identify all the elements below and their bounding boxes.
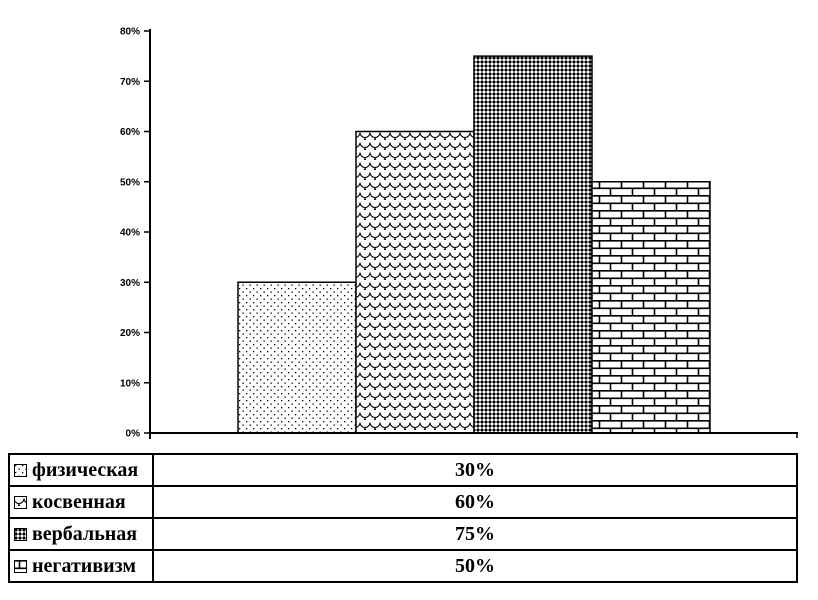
legend-label: физическая [32, 458, 139, 481]
legend-label-cell: косвенная [8, 485, 154, 519]
y-axis-tick-label: 30% [120, 278, 140, 289]
legend-row: негативизм 50% [8, 549, 798, 583]
legend-value: 30% [152, 453, 798, 487]
swatch-bricks-icon [14, 559, 27, 573]
legend-label: негативизм [32, 554, 137, 577]
y-axis-tick-label: 0% [126, 429, 141, 440]
chart-bar [591, 181, 711, 434]
legend-label: косвенная [32, 490, 126, 513]
legend-value: 50% [152, 549, 798, 583]
y-axis-tick-label: 80% [120, 27, 140, 38]
swatch-diamonds-icon [14, 527, 27, 541]
legend-value: 75% [152, 517, 798, 551]
y-axis-tick-label: 10% [120, 378, 140, 389]
legend-row: физическая 30% [8, 453, 798, 487]
chart-bar [355, 130, 475, 434]
legend-row: вербальная 75% [8, 517, 798, 551]
swatch-scales-icon [14, 495, 27, 509]
legend-table: физическая 30% косвенная 60% вербальная [8, 453, 798, 583]
bars-group [237, 55, 711, 434]
legend-label-cell: негативизм [8, 549, 154, 583]
legend-label-cell: физическая [8, 453, 154, 487]
legend-row: косвенная 60% [8, 485, 798, 519]
y-axis-tick-label: 50% [120, 177, 140, 188]
y-axis-tick-label: 70% [120, 77, 140, 88]
axes-group [149, 29, 798, 439]
bar-chart: 0% 10% 20% 30% 40% 50% 60% 70% 80% [120, 27, 798, 440]
legend-label-cell: вербальная [8, 517, 154, 551]
y-axis-tick-label: 40% [120, 228, 140, 239]
chart-bar [237, 281, 357, 434]
legend-value: 60% [152, 485, 798, 519]
y-axis-tick-label: 60% [120, 127, 140, 138]
y-axis-ticks: 0% 10% 20% 30% 40% 50% 60% 70% 80% [120, 27, 150, 440]
chart-bar [473, 55, 593, 434]
swatch-dots-icon [14, 463, 27, 477]
y-axis-tick-label: 20% [120, 328, 140, 339]
chart-area: 0% 10% 20% 30% 40% 50% 60% 70% 80% [120, 27, 798, 440]
legend-label: вербальная [32, 522, 138, 545]
